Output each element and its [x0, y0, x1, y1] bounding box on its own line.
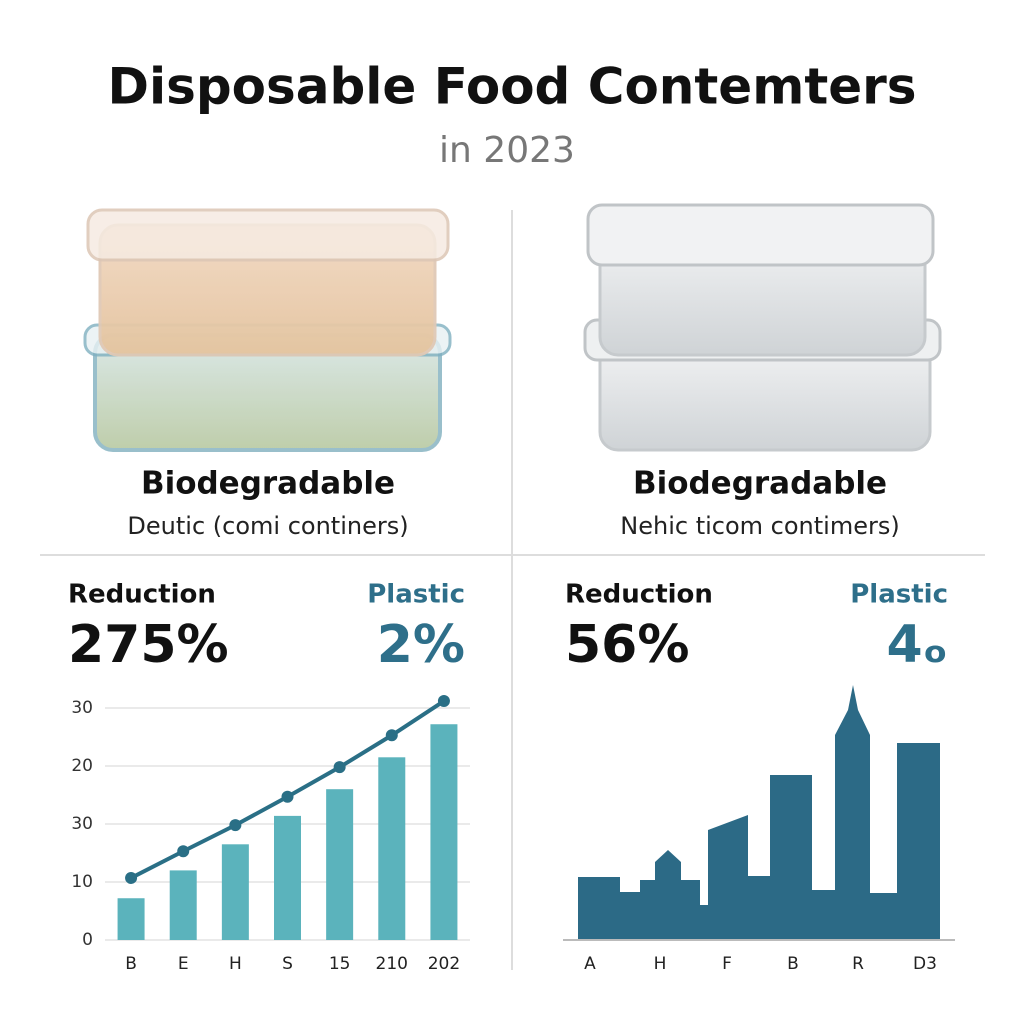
x-tick-label: E: [178, 954, 189, 974]
panel-heading: Biodegradable: [633, 466, 887, 502]
y-tick-label: 10: [71, 872, 93, 892]
x-tick-label: H: [654, 954, 667, 974]
bar: [221, 844, 249, 940]
line-point: [281, 790, 294, 803]
stat-value: 56%: [565, 615, 689, 675]
y-tick-label: 20: [71, 756, 93, 776]
bar: [326, 789, 354, 940]
x-tick-label: S: [282, 954, 293, 974]
bar: [378, 757, 406, 940]
container-photo: [583, 203, 942, 452]
bar: [430, 724, 458, 940]
x-tick-label: B: [125, 954, 137, 974]
panel-subheading: Deutic (comi continers): [127, 512, 408, 540]
subtitle: in 2023: [439, 130, 575, 171]
bar: [274, 815, 301, 940]
x-tick-label: D3: [913, 954, 937, 974]
bar: [117, 898, 145, 940]
line-point: [437, 695, 450, 708]
x-tick-label: B: [787, 954, 799, 974]
x-tick-label: F: [722, 954, 732, 974]
skyline-illustration: [563, 685, 955, 941]
panel-subheading: Nehic ticom contimers): [620, 512, 899, 540]
bar: [169, 870, 197, 940]
x-tick-label: A: [584, 954, 596, 974]
line-point: [385, 729, 398, 742]
stat-label: Reduction: [68, 580, 216, 610]
stat-label: Reduction: [565, 580, 713, 610]
y-tick-label: 30: [71, 698, 93, 718]
stat-value: 275%: [68, 615, 229, 675]
title: Disposable Food Contemters: [107, 58, 916, 116]
skyline-shape: [578, 685, 940, 940]
panel-heading: Biodegradable: [141, 466, 395, 502]
stat-value: 4ₒ: [886, 615, 948, 675]
stat-label: Plastic: [850, 580, 948, 610]
line-point: [229, 819, 242, 832]
stat-value: 2%: [377, 615, 465, 675]
x-tick-label: 210: [376, 954, 408, 974]
x-tick-label: R: [852, 954, 864, 974]
y-tick-label: 0: [82, 930, 93, 950]
line-point: [177, 845, 190, 858]
x-tick-label: H: [229, 954, 242, 974]
x-tick-label: 202: [428, 954, 460, 974]
line-point: [125, 871, 138, 884]
container-photo: [83, 208, 452, 452]
line-point: [333, 761, 346, 774]
stat-label: Plastic: [367, 580, 465, 610]
x-tick-label: 15: [329, 954, 351, 974]
y-tick-label: 30: [71, 814, 93, 834]
